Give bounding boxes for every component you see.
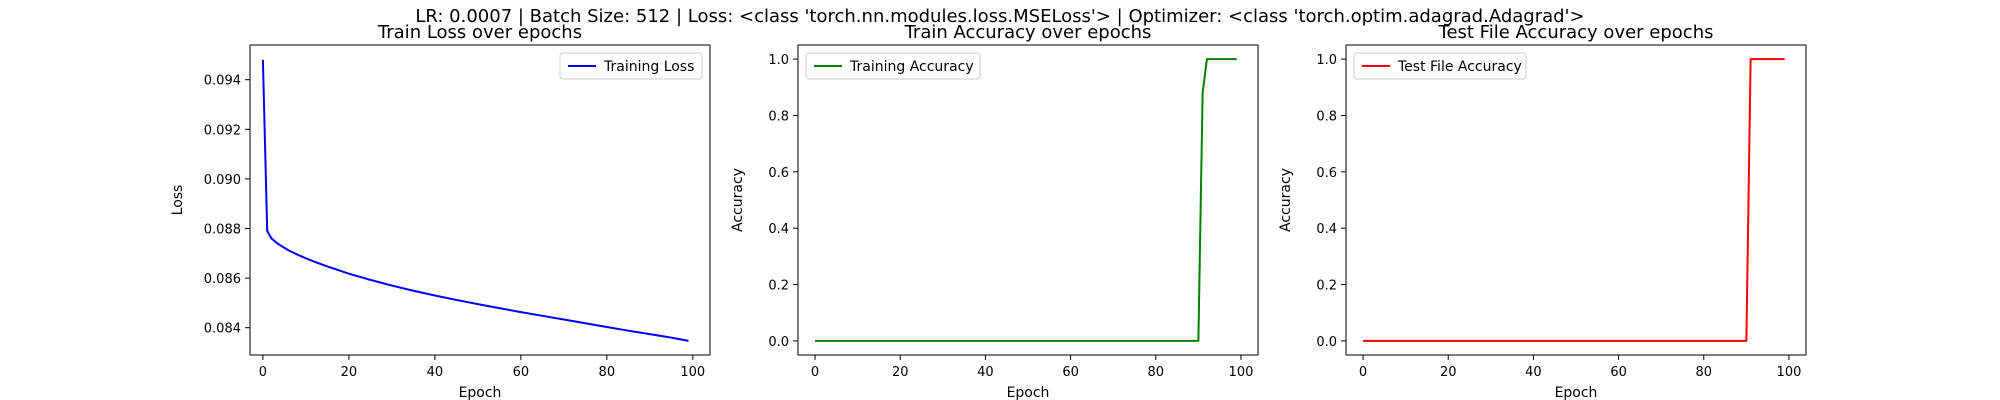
y-tick-label: 0.8 [768, 109, 789, 124]
legend-label: Training Loss [603, 59, 694, 75]
x-tick-label: 100 [1777, 365, 1802, 380]
x-tick-label: 20 [892, 365, 909, 380]
y-tick-label: 0.090 [204, 173, 241, 188]
x-tick-label: 40 [1525, 365, 1542, 380]
figure-suptitle: LR: 0.0007 | Batch Size: 512 | Loss: <cl… [415, 6, 1584, 27]
legend-box [805, 52, 981, 80]
x-axis-label: Epoch [1007, 385, 1050, 400]
x-tick-label: 80 [1696, 365, 1713, 380]
y-tick-label: 0.088 [204, 223, 241, 238]
legend: Training Loss [559, 52, 703, 80]
legend-label: Training Accuracy [849, 59, 974, 75]
legend: Training Accuracy [805, 52, 981, 80]
series-line [1363, 58, 1785, 342]
legend-box [559, 52, 703, 80]
y-tick-label: 0.6 [768, 166, 789, 181]
y-axis-label: Accuracy [730, 168, 746, 232]
y-tick-label: 0.092 [204, 123, 241, 138]
x-axis-label: Epoch [459, 385, 502, 400]
x-tick-label: 0 [259, 365, 267, 380]
legend-box [1353, 52, 1527, 80]
y-tick-label: 1.0 [1316, 53, 1337, 68]
axes-frame [249, 44, 711, 356]
y-tick-label: 0.0 [1316, 335, 1337, 350]
y-tick-label: 0.4 [1316, 222, 1337, 237]
x-tick-label: 20 [1440, 365, 1457, 380]
y-axis-label: Loss [170, 185, 186, 216]
y-axis-label: Accuracy [1278, 168, 1294, 232]
y-tick-label: 0.4 [768, 222, 789, 237]
subplot-title: Test File Accuracy over epochs [1438, 22, 1714, 43]
subplot-2: Train Accuracy over epochs 0 20 40 60 80 100 0.… [730, 22, 1259, 400]
legend: Test File Accuracy [1353, 52, 1527, 80]
y-tick-label: 0.084 [204, 322, 241, 337]
y-tick-label: 0.0 [768, 335, 789, 350]
x-tick-label: 20 [341, 365, 358, 380]
subplot-1: Train Loss over epochs 0 20 40 60 80 100 0.084 0… [170, 22, 711, 400]
x-tick-label: 80 [1148, 365, 1165, 380]
y-tick-label: 0.2 [768, 279, 789, 294]
y-tick-label: 0.2 [1316, 279, 1337, 294]
x-tick-label: 80 [599, 365, 616, 380]
y-tick-label: 0.6 [1316, 166, 1337, 181]
x-tick-label: 0 [1359, 365, 1367, 380]
x-tick-label: 60 [1062, 365, 1079, 380]
x-tick-label: 40 [427, 365, 444, 380]
subplot-3: Test File Accuracy over epochs 0 20 40 60 80 1… [1278, 22, 1807, 400]
subplots-container: Train Loss over epochs 0 20 40 60 80 100 0.084 0… [170, 22, 1807, 400]
x-tick-label: 60 [1610, 365, 1627, 380]
axes-frame [797, 44, 1259, 356]
y-tick-label: 1.0 [768, 53, 789, 68]
y-tick-label: 0.8 [1316, 109, 1337, 124]
series-line [261, 59, 689, 342]
x-tick-label: 100 [680, 365, 705, 380]
y-tick-label: 0.094 [204, 74, 241, 89]
x-tick-label: 100 [1229, 365, 1254, 380]
series-line [815, 58, 1237, 342]
axes-frame [1345, 44, 1807, 356]
x-axis-label: Epoch [1555, 385, 1598, 400]
x-tick-label: 60 [513, 365, 530, 380]
legend-label: Test File Accuracy [1397, 59, 1522, 75]
x-tick-label: 40 [977, 365, 994, 380]
subplot-title: Train Accuracy over epochs [904, 22, 1152, 43]
x-tick-label: 0 [811, 365, 819, 380]
y-tick-label: 0.086 [204, 272, 241, 287]
subplot-title: Train Loss over epochs [377, 22, 582, 43]
